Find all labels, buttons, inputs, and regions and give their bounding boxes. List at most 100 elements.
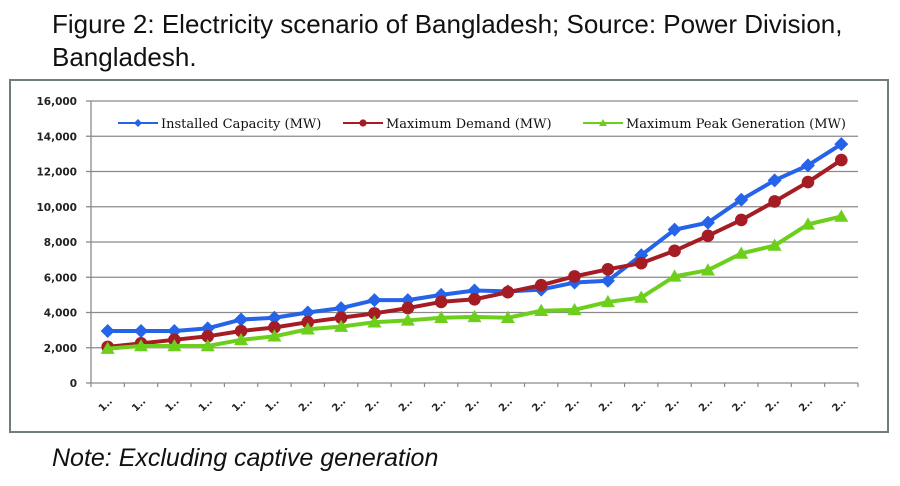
legend-marker [599, 119, 607, 126]
x-tick-label: 2.. [397, 396, 415, 414]
y-tick-label: 4,000 [44, 308, 77, 320]
data-point [768, 195, 781, 208]
series-maximum-peak-generation-mw [100, 209, 849, 354]
x-tick-label: 1.. [264, 396, 282, 414]
x-axis: 1.. 1.. 1.. 1.. 1.. 1.. 2.. 2.. 2.. 2.. 2.. 2.. 2.. 2… [90, 382, 859, 414]
x-tick-label: 2.. [464, 396, 482, 414]
x-tick-label: 2.. [430, 396, 448, 414]
legend-item: Maximum Demand (MW) [343, 117, 552, 132]
data-point [367, 315, 382, 328]
data-point [700, 215, 715, 230]
y-tick-label: 14,000 [36, 131, 77, 143]
data-point [201, 329, 215, 343]
y-tick-label: 0 [70, 378, 77, 390]
data-point [300, 305, 315, 320]
x-tick-label: 1.. [130, 396, 148, 414]
data-point [134, 324, 149, 339]
data-point [534, 303, 549, 316]
x-tick-label: 2.. [664, 396, 682, 414]
y-tick-label: 12,000 [36, 167, 77, 179]
series-group [100, 137, 849, 354]
data-point [234, 324, 248, 338]
data-point [767, 238, 782, 251]
data-point [667, 222, 682, 237]
data-point [835, 153, 848, 167]
legend-label: Maximum Peak Generation (MW) [626, 117, 846, 132]
data-point [667, 269, 682, 282]
data-point [268, 321, 281, 334]
x-tick-label: 1.. [197, 396, 215, 414]
data-point [467, 309, 482, 323]
data-point [267, 329, 282, 342]
data-point [334, 319, 349, 332]
data-point [334, 301, 349, 316]
series-maximum-demand-mw [101, 153, 848, 354]
x-tick-label: 2.. [797, 396, 815, 414]
y-tick-label: 16,000 [36, 96, 77, 108]
data-point [534, 278, 548, 292]
x-tick-label: 2.. [330, 396, 348, 414]
data-point [267, 310, 282, 325]
figure-note: Note: Excluding captive generation [52, 444, 439, 472]
data-point [100, 324, 115, 339]
data-point [434, 295, 448, 309]
data-point [634, 256, 648, 270]
x-tick-label: 2.. [630, 396, 648, 414]
data-point [634, 290, 649, 303]
legend: Installed Capacity (MW) Maximum Demand (M… [118, 117, 846, 132]
data-point [434, 310, 449, 324]
legend-label: Maximum Demand (MW) [386, 117, 552, 132]
data-point [567, 302, 582, 316]
x-tick-label: 1.. [164, 396, 182, 414]
data-point [800, 217, 815, 230]
data-point [401, 301, 415, 315]
legend-marker [359, 119, 367, 127]
data-point [334, 311, 348, 325]
data-point [367, 293, 382, 308]
legend-item: Installed Capacity (MW) [118, 117, 321, 132]
series-line [107, 214, 842, 351]
data-point [200, 338, 215, 352]
series-installed-capacity-mw [100, 137, 849, 339]
data-point [734, 192, 749, 207]
data-point [600, 294, 615, 308]
data-point [467, 283, 482, 298]
data-point [500, 310, 515, 324]
data-point [568, 270, 581, 283]
data-point [734, 213, 748, 227]
x-tick-label: 2.. [364, 396, 382, 414]
data-point [234, 312, 249, 327]
data-point [834, 209, 849, 222]
y-axis: 0 2,000 4,000 6,000 8,000 10,000 12,000 14,000 1… [36, 96, 92, 390]
x-tick-label: 2.. [297, 396, 315, 414]
y-tick-label: 6,000 [44, 272, 77, 284]
data-point [300, 322, 315, 335]
figure-caption: Figure 2: Electricity scenario of Bangla… [52, 9, 843, 72]
data-point [801, 175, 815, 189]
data-point [701, 229, 715, 243]
data-point [301, 315, 315, 329]
y-tick-label: 10,000 [36, 202, 77, 214]
y-tick-label: 8,000 [44, 237, 77, 249]
data-point [834, 137, 849, 152]
x-tick-label: 2.. [497, 396, 515, 414]
x-tick-label: 2.. [831, 396, 849, 414]
data-point [600, 273, 615, 288]
x-tick-label: 2.. [530, 396, 548, 414]
data-point [100, 341, 115, 354]
gridlines [91, 100, 858, 349]
data-point [601, 263, 615, 276]
data-point [800, 158, 815, 173]
x-tick-label: 1.. [97, 396, 115, 414]
legend-label: Installed Capacity (MW) [161, 117, 321, 132]
data-point [767, 173, 782, 188]
data-point [134, 338, 149, 352]
x-tick-label: 1.. [230, 396, 248, 414]
x-tick-label: 2.. [697, 396, 715, 414]
data-point [734, 246, 749, 259]
data-point [167, 338, 182, 352]
x-tick-label: 2.. [564, 396, 582, 414]
x-tick-label: 2.. [764, 396, 782, 414]
data-point [400, 313, 415, 326]
